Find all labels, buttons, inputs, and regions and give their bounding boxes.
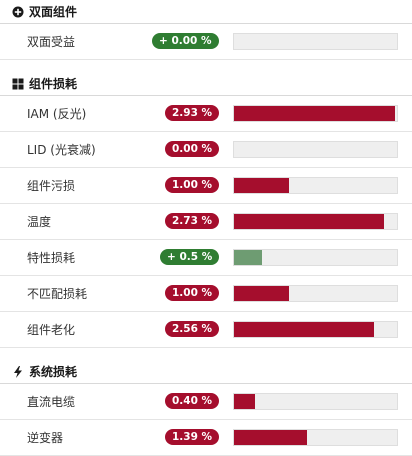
section-title: 组件损耗	[29, 77, 78, 91]
loss-badge: 0.00 %	[165, 141, 220, 157]
progress-bar	[233, 141, 398, 158]
loss-badge: 2.73 %	[165, 213, 220, 229]
progress-bar-fill	[234, 106, 396, 121]
loss-row: LID (光衰减) 0.00 %	[0, 132, 412, 168]
progress-bar-fill	[234, 250, 262, 265]
progress-bar	[233, 177, 398, 194]
section-header: 双面组件	[0, 0, 412, 24]
loss-label: 特性损耗	[27, 251, 76, 265]
loss-row: 特性损耗 + 0.5 %	[0, 240, 412, 276]
progress-bar	[233, 33, 398, 50]
progress-bar	[233, 213, 398, 230]
loss-label: 组件老化	[27, 323, 76, 337]
loss-label: 组件污损	[27, 179, 76, 193]
loss-row: 组件污损 1.00 %	[0, 168, 412, 204]
lightning-icon	[12, 365, 24, 378]
progress-bar	[233, 429, 398, 446]
spacer	[0, 60, 412, 72]
progress-bar-fill	[234, 322, 375, 337]
section-header: 系统损耗	[0, 360, 412, 384]
progress-bar-fill	[234, 430, 308, 445]
section-bifacial: 双面组件 双面受益 + 0.00 %	[0, 0, 412, 60]
loss-badge: 1.00 %	[165, 285, 220, 301]
loss-row: 双面受益 + 0.00 %	[0, 24, 412, 60]
loss-label: 逆变器	[27, 431, 64, 445]
progress-bar	[233, 285, 398, 302]
grid-icon	[12, 78, 24, 90]
loss-row: 组件老化 2.56 %	[0, 312, 412, 348]
progress-bar-fill	[234, 394, 256, 409]
loss-label: LID (光衰减)	[27, 143, 96, 157]
loss-row: 温度 2.73 %	[0, 204, 412, 240]
loss-label: 温度	[27, 215, 52, 229]
progress-bar	[233, 249, 398, 266]
section-title: 双面组件	[29, 5, 78, 19]
loss-badge: 2.93 %	[165, 105, 220, 121]
progress-bar	[233, 105, 398, 122]
loss-row: 逆变器 1.39 %	[0, 420, 412, 456]
loss-badge: 1.39 %	[165, 429, 220, 445]
loss-badge: 1.00 %	[165, 177, 220, 193]
loss-row: 不匹配损耗 1.00 %	[0, 276, 412, 312]
loss-row: 直流电缆 0.40 %	[0, 384, 412, 420]
loss-badge: 2.56 %	[165, 321, 220, 337]
gain-badge: + 0.00 %	[152, 33, 219, 49]
progress-bar-fill	[234, 178, 290, 193]
plus-circle-icon	[12, 6, 24, 18]
section-header: 组件损耗	[0, 72, 412, 96]
progress-bar-fill	[234, 214, 384, 229]
section-module-losses: 组件损耗 IAM (反光) 2.93 % LID (光衰减) 0.00 % 组件污损 1.…	[0, 72, 412, 348]
spacer	[0, 348, 412, 360]
loss-label: 双面受益	[27, 35, 76, 49]
progress-bar	[233, 393, 398, 410]
loss-label: 不匹配损耗	[27, 287, 88, 301]
progress-bar-fill	[234, 286, 290, 301]
loss-label: 直流电缆	[27, 395, 76, 409]
section-system-losses: 系统损耗 直流电缆 0.40 % 逆变器 1.39 %	[0, 360, 412, 456]
loss-row: IAM (反光) 2.93 %	[0, 96, 412, 132]
progress-bar	[233, 321, 398, 338]
loss-badge: 0.40 %	[165, 393, 220, 409]
gain-badge: + 0.5 %	[160, 249, 220, 265]
loss-label: IAM (反光)	[27, 107, 87, 121]
section-title: 系统损耗	[29, 365, 78, 379]
